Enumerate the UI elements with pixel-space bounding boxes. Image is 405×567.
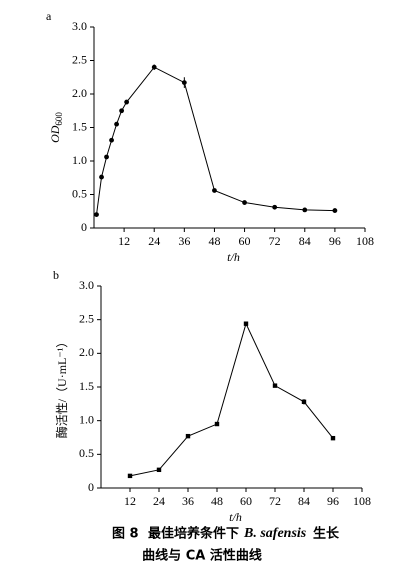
- x-tick-label: 96: [327, 494, 339, 508]
- caption-text: 生长: [313, 526, 340, 542]
- point: [104, 154, 109, 160]
- point: [242, 200, 247, 205]
- point: [330, 435, 336, 441]
- x-tick-label: 24: [153, 494, 165, 508]
- x-tick-label: 84: [299, 234, 311, 248]
- x-tick-label: 48: [211, 494, 223, 508]
- point: [181, 80, 187, 86]
- point: [94, 212, 99, 218]
- y-axis-label-text: 酶活性/（U·mL⁻¹）: [54, 336, 69, 439]
- x-axis-label: t/h: [227, 250, 240, 264]
- x-axis-label: t/h: [229, 510, 242, 524]
- point: [302, 207, 308, 213]
- point: [272, 383, 278, 388]
- point: [156, 467, 162, 473]
- x-tick-label: 84: [298, 494, 310, 508]
- point: [301, 399, 307, 405]
- caption-text: 曲线与 CA 活性曲线: [142, 548, 262, 564]
- x-tick-label: 12: [118, 234, 130, 248]
- x-tick-label: 48: [208, 234, 220, 248]
- y-tick-label: 0: [88, 480, 94, 494]
- y-tick-label: 2.5: [72, 52, 87, 66]
- point: [151, 64, 157, 70]
- y-tick-label: 0.5: [72, 186, 87, 200]
- point: [214, 421, 220, 427]
- point: [109, 137, 114, 143]
- x-tick-label: 36: [182, 494, 194, 508]
- y-tick-label: 3.0: [72, 19, 87, 33]
- y-tick-label: 0.5: [79, 446, 94, 460]
- point: [332, 208, 338, 213]
- x-tick-label: 108: [353, 494, 371, 508]
- x-tick-label: 108: [356, 234, 374, 248]
- y-axis-label: 酶活性/（U·mL⁻¹）: [54, 336, 69, 439]
- point: [124, 99, 130, 105]
- line: [129, 322, 334, 477]
- x-tick-label: 12: [124, 494, 136, 508]
- y-tick-label: 1.0: [72, 153, 87, 167]
- point: [114, 121, 119, 127]
- x-tick-label: 60: [239, 234, 251, 248]
- point: [243, 321, 249, 326]
- point: [185, 433, 191, 439]
- x-tick-label: 72: [269, 494, 281, 508]
- y-axis-label-sub: 600: [54, 112, 64, 126]
- panel-label: b: [53, 268, 59, 282]
- x-tick-label: 60: [240, 494, 252, 508]
- point: [99, 174, 104, 180]
- y-tick-label: 2.5: [79, 311, 94, 325]
- x-tick-label: 96: [329, 234, 341, 248]
- x-tick-label: 72: [269, 234, 281, 248]
- y-tick-label: 2.0: [72, 86, 87, 100]
- y-tick-label: 0: [81, 220, 87, 234]
- y-tick-label: 2.0: [79, 345, 94, 359]
- point: [119, 108, 125, 114]
- y-axis-label-text: OD: [48, 125, 62, 143]
- y-tick-label: 1.5: [79, 379, 94, 393]
- panel-label: a: [46, 9, 52, 23]
- point: [212, 188, 217, 193]
- x-tick-label: 36: [178, 234, 190, 248]
- caption-species: B. safensis: [243, 526, 307, 541]
- y-axis-label: OD600: [48, 112, 64, 143]
- y-tick-label: 3.0: [79, 278, 94, 292]
- y-tick-label: 1.0: [79, 412, 94, 426]
- caption-figure: 图 8: [112, 527, 139, 542]
- y-tick-label: 1.5: [72, 119, 87, 133]
- line: [96, 66, 335, 215]
- point: [272, 204, 278, 210]
- x-tick-label: 24: [148, 234, 160, 248]
- point: [127, 473, 133, 479]
- caption-text: 最佳培养条件下: [148, 526, 239, 542]
